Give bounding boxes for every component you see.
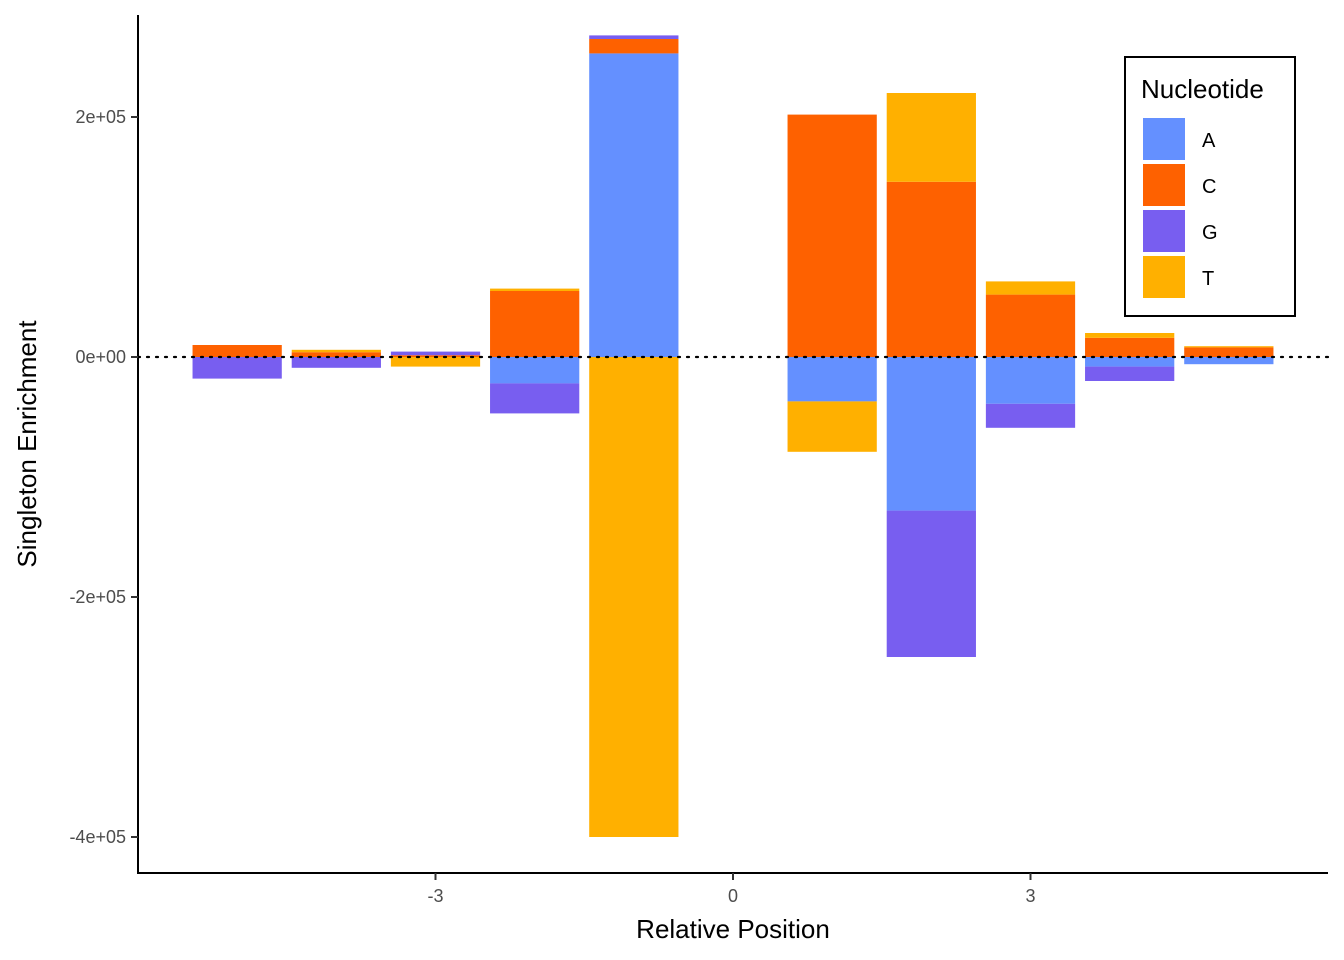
y-tick-label: -4e+05	[69, 827, 126, 847]
bar-A-pos1	[787, 357, 877, 402]
legend-key-C	[1143, 164, 1185, 206]
x-axis-ticks: -3 0 3	[427, 873, 1036, 906]
legend-key-T	[1143, 256, 1185, 298]
bar-A-pos4	[1085, 357, 1175, 367]
bar-T-pos4	[1085, 333, 1175, 338]
bar-C-pos-4	[291, 352, 381, 357]
bar-T-pos-2	[490, 288, 580, 291]
y-tick-label: 0e+00	[75, 347, 126, 367]
bar-T-pos-1	[589, 357, 679, 837]
bar-A-pos-2	[490, 357, 580, 384]
bar-T-pos5	[1184, 346, 1274, 348]
legend-label-A: A	[1202, 130, 1216, 152]
bar-G-pos-1	[589, 35, 679, 39]
bar-G-pos-3	[390, 351, 481, 356]
bar-C-pos4	[1085, 337, 1175, 357]
x-tick-label: 0	[728, 886, 738, 906]
bar-A-pos5	[1184, 357, 1274, 365]
bar-G-pos4	[1085, 366, 1175, 381]
bar-T-pos-4	[291, 349, 381, 353]
bar-T-pos3	[985, 281, 1076, 295]
x-axis-title: Relative Position	[636, 914, 830, 944]
bar-A-pos-1	[589, 53, 679, 358]
bar-G-pos3	[985, 403, 1076, 428]
bar-T-pos1	[787, 401, 877, 452]
bar-T-pos2	[886, 93, 976, 182]
legend-title: Nucleotide	[1141, 74, 1264, 104]
x-tick-label: -3	[427, 886, 443, 906]
legend-items: A C G T	[1143, 118, 1218, 298]
legend-label-C: C	[1202, 176, 1216, 198]
y-axis-ticks: -4e+05 -2e+05 0e+00 2e+05	[69, 107, 138, 847]
bar-G-pos2	[886, 510, 976, 657]
bar-A-pos3	[985, 357, 1076, 404]
legend: Nucleotide A C G T	[1124, 56, 1296, 317]
x-tick-label: 3	[1025, 886, 1035, 906]
bar-G-pos-2	[490, 383, 580, 414]
bar-C-pos1	[787, 114, 877, 357]
bar-C-pos2	[886, 181, 976, 357]
y-tick-label: 2e+05	[75, 107, 126, 127]
y-axis-title: Singleton Enrichment	[12, 320, 42, 568]
y-tick-label: -2e+05	[69, 587, 126, 607]
legend-key-G	[1143, 210, 1185, 252]
bar-G-pos-4	[291, 357, 381, 368]
bar-C-pos3	[985, 294, 1076, 357]
legend-key-A	[1143, 118, 1185, 160]
bar-C-pos5	[1184, 347, 1274, 357]
bar-C-pos-1	[589, 39, 679, 54]
bar-C-pos-2	[490, 291, 580, 357]
legend-label-T: T	[1202, 268, 1214, 290]
bar-G-pos-5	[192, 357, 282, 379]
bar-C-pos-5	[192, 345, 282, 357]
bar-T-pos-3	[390, 357, 481, 367]
bar-layer	[192, 35, 1274, 837]
bar-A-pos2	[886, 357, 976, 511]
legend-label-G: G	[1202, 222, 1218, 244]
